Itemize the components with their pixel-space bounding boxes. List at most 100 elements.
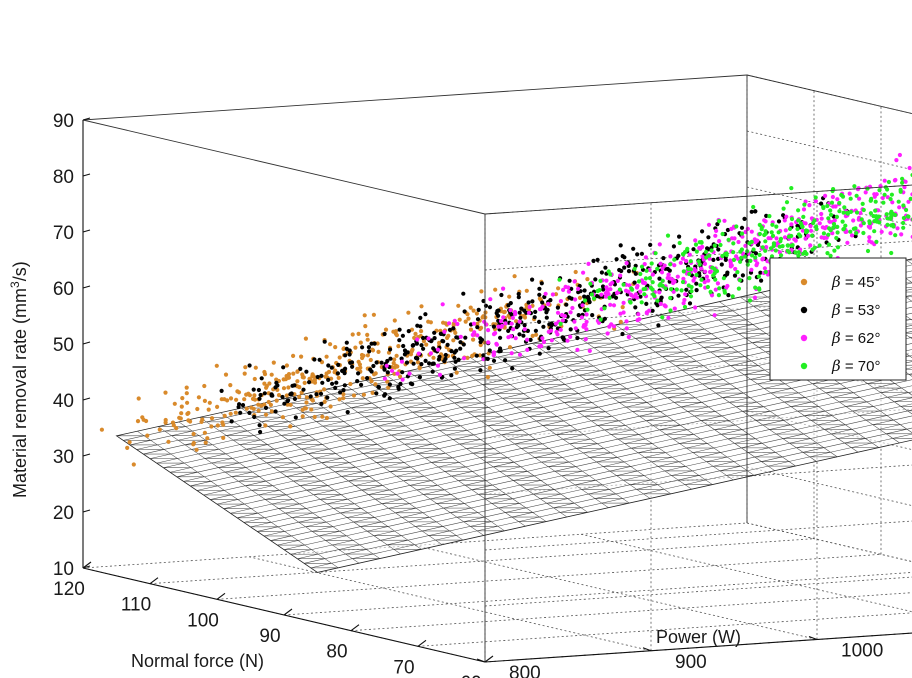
- data-point: [533, 309, 538, 314]
- data-point: [507, 294, 512, 299]
- data-point: [486, 328, 491, 333]
- data-point: [728, 262, 734, 267]
- data-point: [544, 315, 549, 320]
- data-point: [757, 252, 762, 257]
- data-point: [426, 319, 431, 324]
- data-point: [568, 327, 573, 332]
- data-point: [874, 239, 879, 244]
- data-point: [343, 353, 348, 358]
- data-point: [454, 370, 459, 375]
- data-point: [498, 346, 503, 351]
- data-point: [482, 340, 487, 345]
- data-point: [908, 196, 912, 201]
- data-point: [698, 283, 703, 288]
- data-point: [414, 355, 419, 360]
- data-point: [831, 222, 837, 227]
- data-point: [196, 395, 201, 400]
- data-point: [322, 387, 327, 392]
- data-point: [297, 394, 302, 399]
- data-point: [699, 240, 704, 245]
- data-point: [606, 291, 611, 297]
- data-point: [394, 363, 399, 368]
- data-point: [829, 200, 835, 205]
- data-point: [725, 272, 730, 277]
- data-point: [441, 339, 446, 344]
- data-point: [99, 427, 104, 432]
- data-point: [814, 224, 819, 229]
- data-point: [386, 385, 391, 390]
- data-point: [323, 374, 328, 379]
- data-point: [621, 300, 626, 305]
- data-point: [186, 410, 191, 416]
- data-point: [324, 415, 329, 421]
- data-point: [522, 323, 527, 328]
- data-point: [748, 258, 753, 263]
- data-point: [541, 324, 546, 329]
- data-point: [617, 287, 623, 292]
- data-point: [304, 400, 309, 405]
- data-point: [509, 351, 514, 356]
- data-point: [758, 270, 763, 275]
- data-point: [889, 250, 894, 256]
- data-point: [888, 231, 893, 236]
- data-point: [477, 353, 482, 358]
- data-point: [699, 277, 704, 282]
- z-tick-label: 90: [53, 111, 74, 132]
- data-point: [326, 377, 331, 382]
- data-point: [385, 370, 390, 375]
- data-point: [222, 413, 227, 418]
- data-point: [812, 218, 817, 223]
- data-point: [591, 296, 597, 301]
- data-point: [600, 284, 606, 289]
- data-point: [362, 313, 367, 318]
- z-tick: [82, 173, 91, 177]
- data-point: [475, 321, 480, 326]
- data-point: [449, 349, 454, 354]
- data-point: [780, 244, 785, 249]
- data-point: [655, 266, 660, 271]
- data-point: [537, 319, 542, 324]
- data-point: [252, 414, 257, 420]
- data-point: [845, 240, 850, 245]
- data-point: [428, 351, 433, 356]
- data-point: [172, 401, 177, 406]
- data-point: [419, 329, 424, 334]
- data-point: [432, 330, 437, 335]
- box-edge: [82, 119, 486, 215]
- data-point: [406, 310, 411, 315]
- data-point: [285, 399, 290, 404]
- data-point: [682, 304, 688, 310]
- data-point: [613, 295, 619, 300]
- data-point: [796, 253, 801, 258]
- grid-line: [746, 74, 912, 114]
- data-point: [821, 231, 827, 236]
- data-point: [584, 312, 589, 317]
- data-point: [738, 259, 743, 264]
- data-point: [898, 189, 903, 194]
- data-point: [309, 407, 314, 412]
- data-point: [289, 391, 294, 397]
- data-point: [841, 210, 846, 215]
- data-point: [343, 366, 348, 371]
- data-point: [312, 377, 317, 383]
- data-point: [655, 298, 660, 303]
- data-point: [747, 241, 752, 246]
- data-point: [400, 370, 405, 375]
- data-point: [452, 366, 457, 371]
- data-point: [585, 277, 590, 282]
- data-point: [715, 222, 720, 227]
- data-point: [798, 234, 803, 239]
- data-point: [419, 362, 424, 367]
- data-point: [135, 419, 141, 424]
- data-point: [530, 277, 535, 282]
- data-point: [782, 218, 787, 223]
- data-point: [437, 372, 443, 377]
- data-point: [635, 252, 640, 257]
- data-point: [382, 376, 387, 381]
- data-point: [665, 266, 670, 272]
- data-point: [199, 419, 204, 424]
- data-point: [530, 299, 535, 304]
- data-point: [743, 254, 748, 259]
- data-point: [774, 236, 779, 241]
- data-point: [542, 294, 547, 300]
